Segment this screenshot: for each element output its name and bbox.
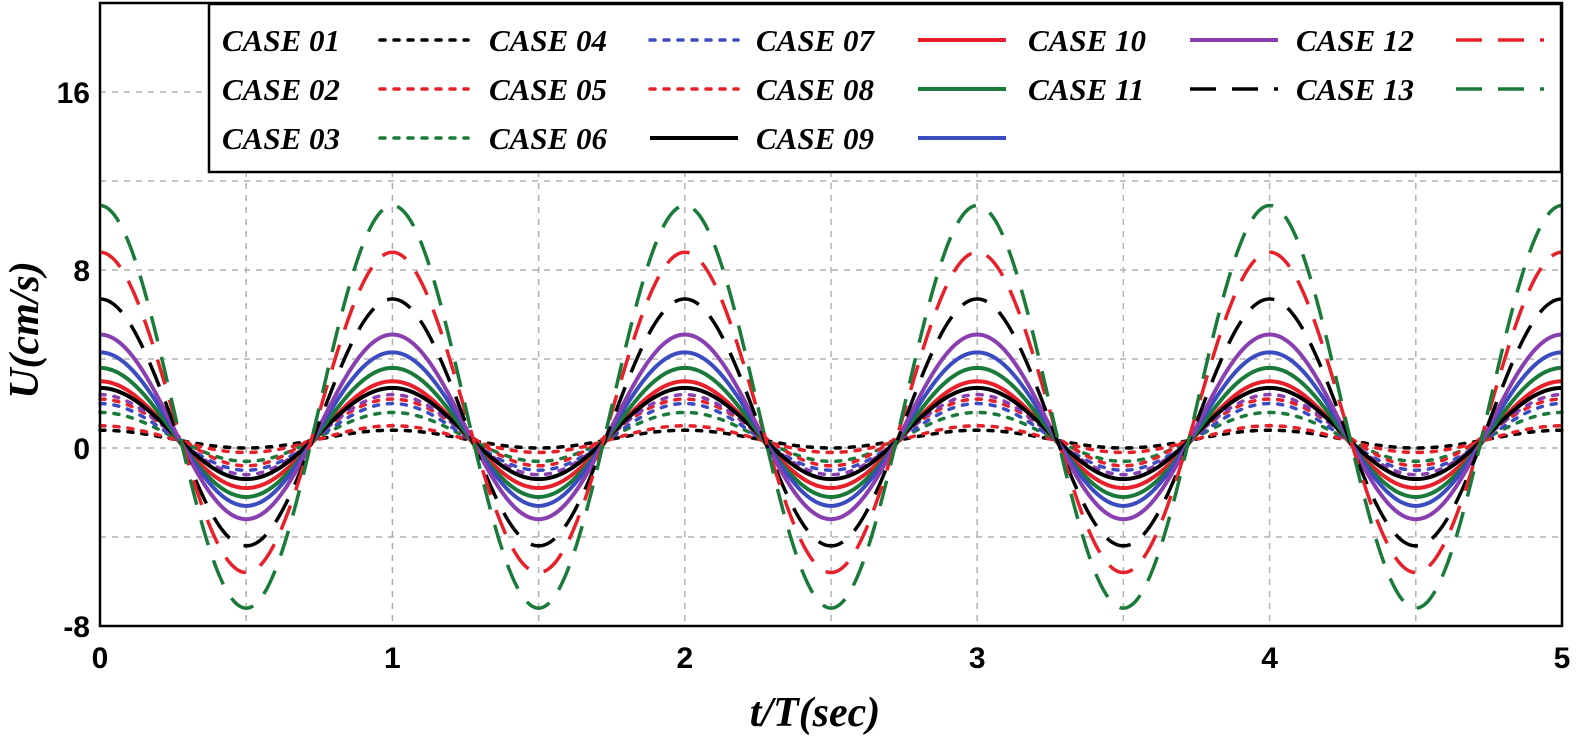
legend-label: CASE 06 [489, 121, 608, 156]
legend-label: CASE 13 [1296, 72, 1414, 107]
x-tick-label: 0 [92, 642, 109, 675]
legend-label: CASE 05 [489, 72, 607, 107]
legend-label: CASE 11 [1028, 72, 1144, 107]
x-axis-title: t/T(sec) [750, 690, 881, 736]
x-tick-label: 4 [1261, 642, 1278, 675]
legend-label: CASE 07 [756, 23, 876, 58]
legend-label: CASE 12 [1296, 23, 1414, 58]
y-tick-label: 16 [57, 77, 90, 110]
series-line-case-11 [99, 365, 1563, 499]
x-tick-label: 5 [1554, 642, 1571, 675]
legend-label: CASE 08 [756, 72, 875, 107]
series-line-case-12 [99, 250, 1563, 575]
x-tick-label: 3 [969, 642, 986, 675]
x-tick-label: 2 [676, 642, 693, 675]
series-line-case-04 [98, 401, 1564, 473]
series-line-case-10 [99, 332, 1563, 522]
series-line-case-13 [99, 203, 1563, 610]
y-tick-label: 8 [73, 255, 90, 288]
legend-label: CASE 10 [1028, 23, 1146, 58]
legend-box [207, 2, 1563, 174]
legend-label: CASE 01 [222, 23, 340, 58]
legend-label: CASE 02 [222, 72, 340, 107]
legend-label: CASE 04 [489, 23, 607, 58]
series-line-case-07 [99, 379, 1563, 491]
y-axis-title: U(cm/s) [2, 261, 48, 399]
legend: CASE 01 CASE 04 CASE 07 CASE 10 CASE 12 CASE … [207, 2, 1563, 174]
legend-label: CASE 03 [222, 121, 340, 156]
legend-label: CASE 09 [756, 121, 874, 156]
x-tick-label: 1 [384, 642, 401, 675]
series-line-case-08 [98, 392, 1564, 477]
y-tick-label: -8 [63, 611, 90, 644]
series-group [98, 203, 1564, 610]
series-line-case-06 [99, 385, 1563, 482]
series-line-case-02 [98, 423, 1564, 455]
series-line-case-13 [99, 297, 1563, 548]
y-tick-label: 0 [73, 433, 90, 466]
series-line-case-09 [99, 350, 1563, 508]
